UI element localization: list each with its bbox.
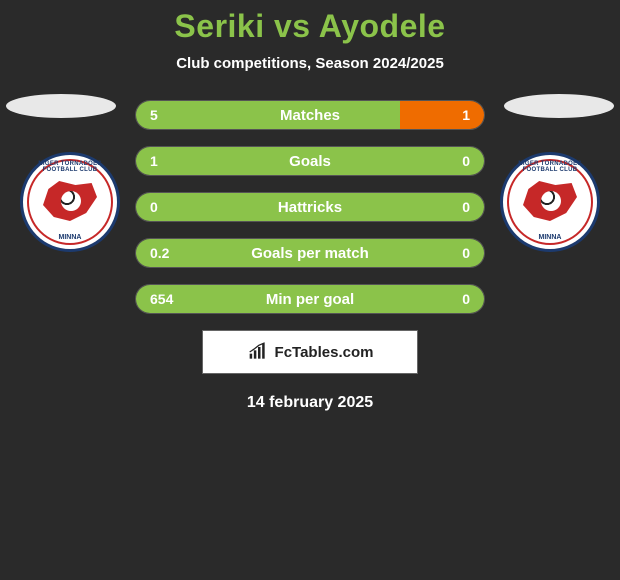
bar-chart-icon: [247, 342, 269, 362]
date-text: 14 february 2025: [0, 394, 620, 412]
stat-left-bar: 5: [136, 101, 400, 129]
brand-box: FcTables.com: [202, 330, 418, 374]
stat-right-value: 0: [462, 193, 470, 221]
club-badge-left: NIGER TORNADOES FOOTBALL CLUB MINNA: [20, 152, 120, 252]
stat-bars: 51Matches1Goals00Hattricks00.2Goals per …: [135, 100, 485, 314]
stat-right-value: 0: [462, 147, 470, 175]
badge-ball-icon: [61, 191, 81, 211]
stat-row: 1Goals0: [135, 146, 485, 176]
stat-right-value: 0: [462, 239, 470, 267]
stat-row: 0Hattricks0: [135, 192, 485, 222]
badge-ball-icon: [541, 191, 561, 211]
stat-right-value: 1: [462, 107, 470, 123]
stat-left-bar: 0: [136, 193, 484, 221]
player-silhouette-right: [504, 94, 614, 118]
stat-left-value: 5: [150, 107, 158, 123]
stat-left-value: 1: [150, 153, 158, 169]
stat-right-bar: 1: [400, 101, 484, 129]
stat-left-value: 654: [150, 291, 173, 307]
brand-text: FcTables.com: [275, 344, 374, 361]
stat-left-value: 0.2: [150, 245, 169, 261]
player-silhouette-left: [6, 94, 116, 118]
subtitle: Club competitions, Season 2024/2025: [0, 55, 620, 72]
badge-bottom-text: MINNA: [23, 234, 117, 241]
stat-row: 51Matches: [135, 100, 485, 130]
club-badge-right: NIGER TORNADOES FOOTBALL CLUB MINNA: [500, 152, 600, 252]
badge-top-text: NIGER TORNADOES FOOTBALL CLUB: [23, 161, 117, 173]
stat-left-bar: 0.2: [136, 239, 484, 267]
page-title: Seriki vs Ayodele: [0, 8, 620, 45]
badge-bottom-text: MINNA: [503, 234, 597, 241]
stat-left-bar: 1: [136, 147, 484, 175]
badge-top-text: NIGER TORNADOES FOOTBALL CLUB: [503, 161, 597, 173]
stat-right-value: 0: [462, 285, 470, 313]
stat-row: 654Min per goal0: [135, 284, 485, 314]
comparison-panel: NIGER TORNADOES FOOTBALL CLUB MINNA NIGE…: [0, 100, 620, 412]
stat-row: 0.2Goals per match0: [135, 238, 485, 268]
stat-left-value: 0: [150, 199, 158, 215]
header: Seriki vs Ayodele Club competitions, Sea…: [0, 0, 620, 72]
stat-left-bar: 654: [136, 285, 484, 313]
